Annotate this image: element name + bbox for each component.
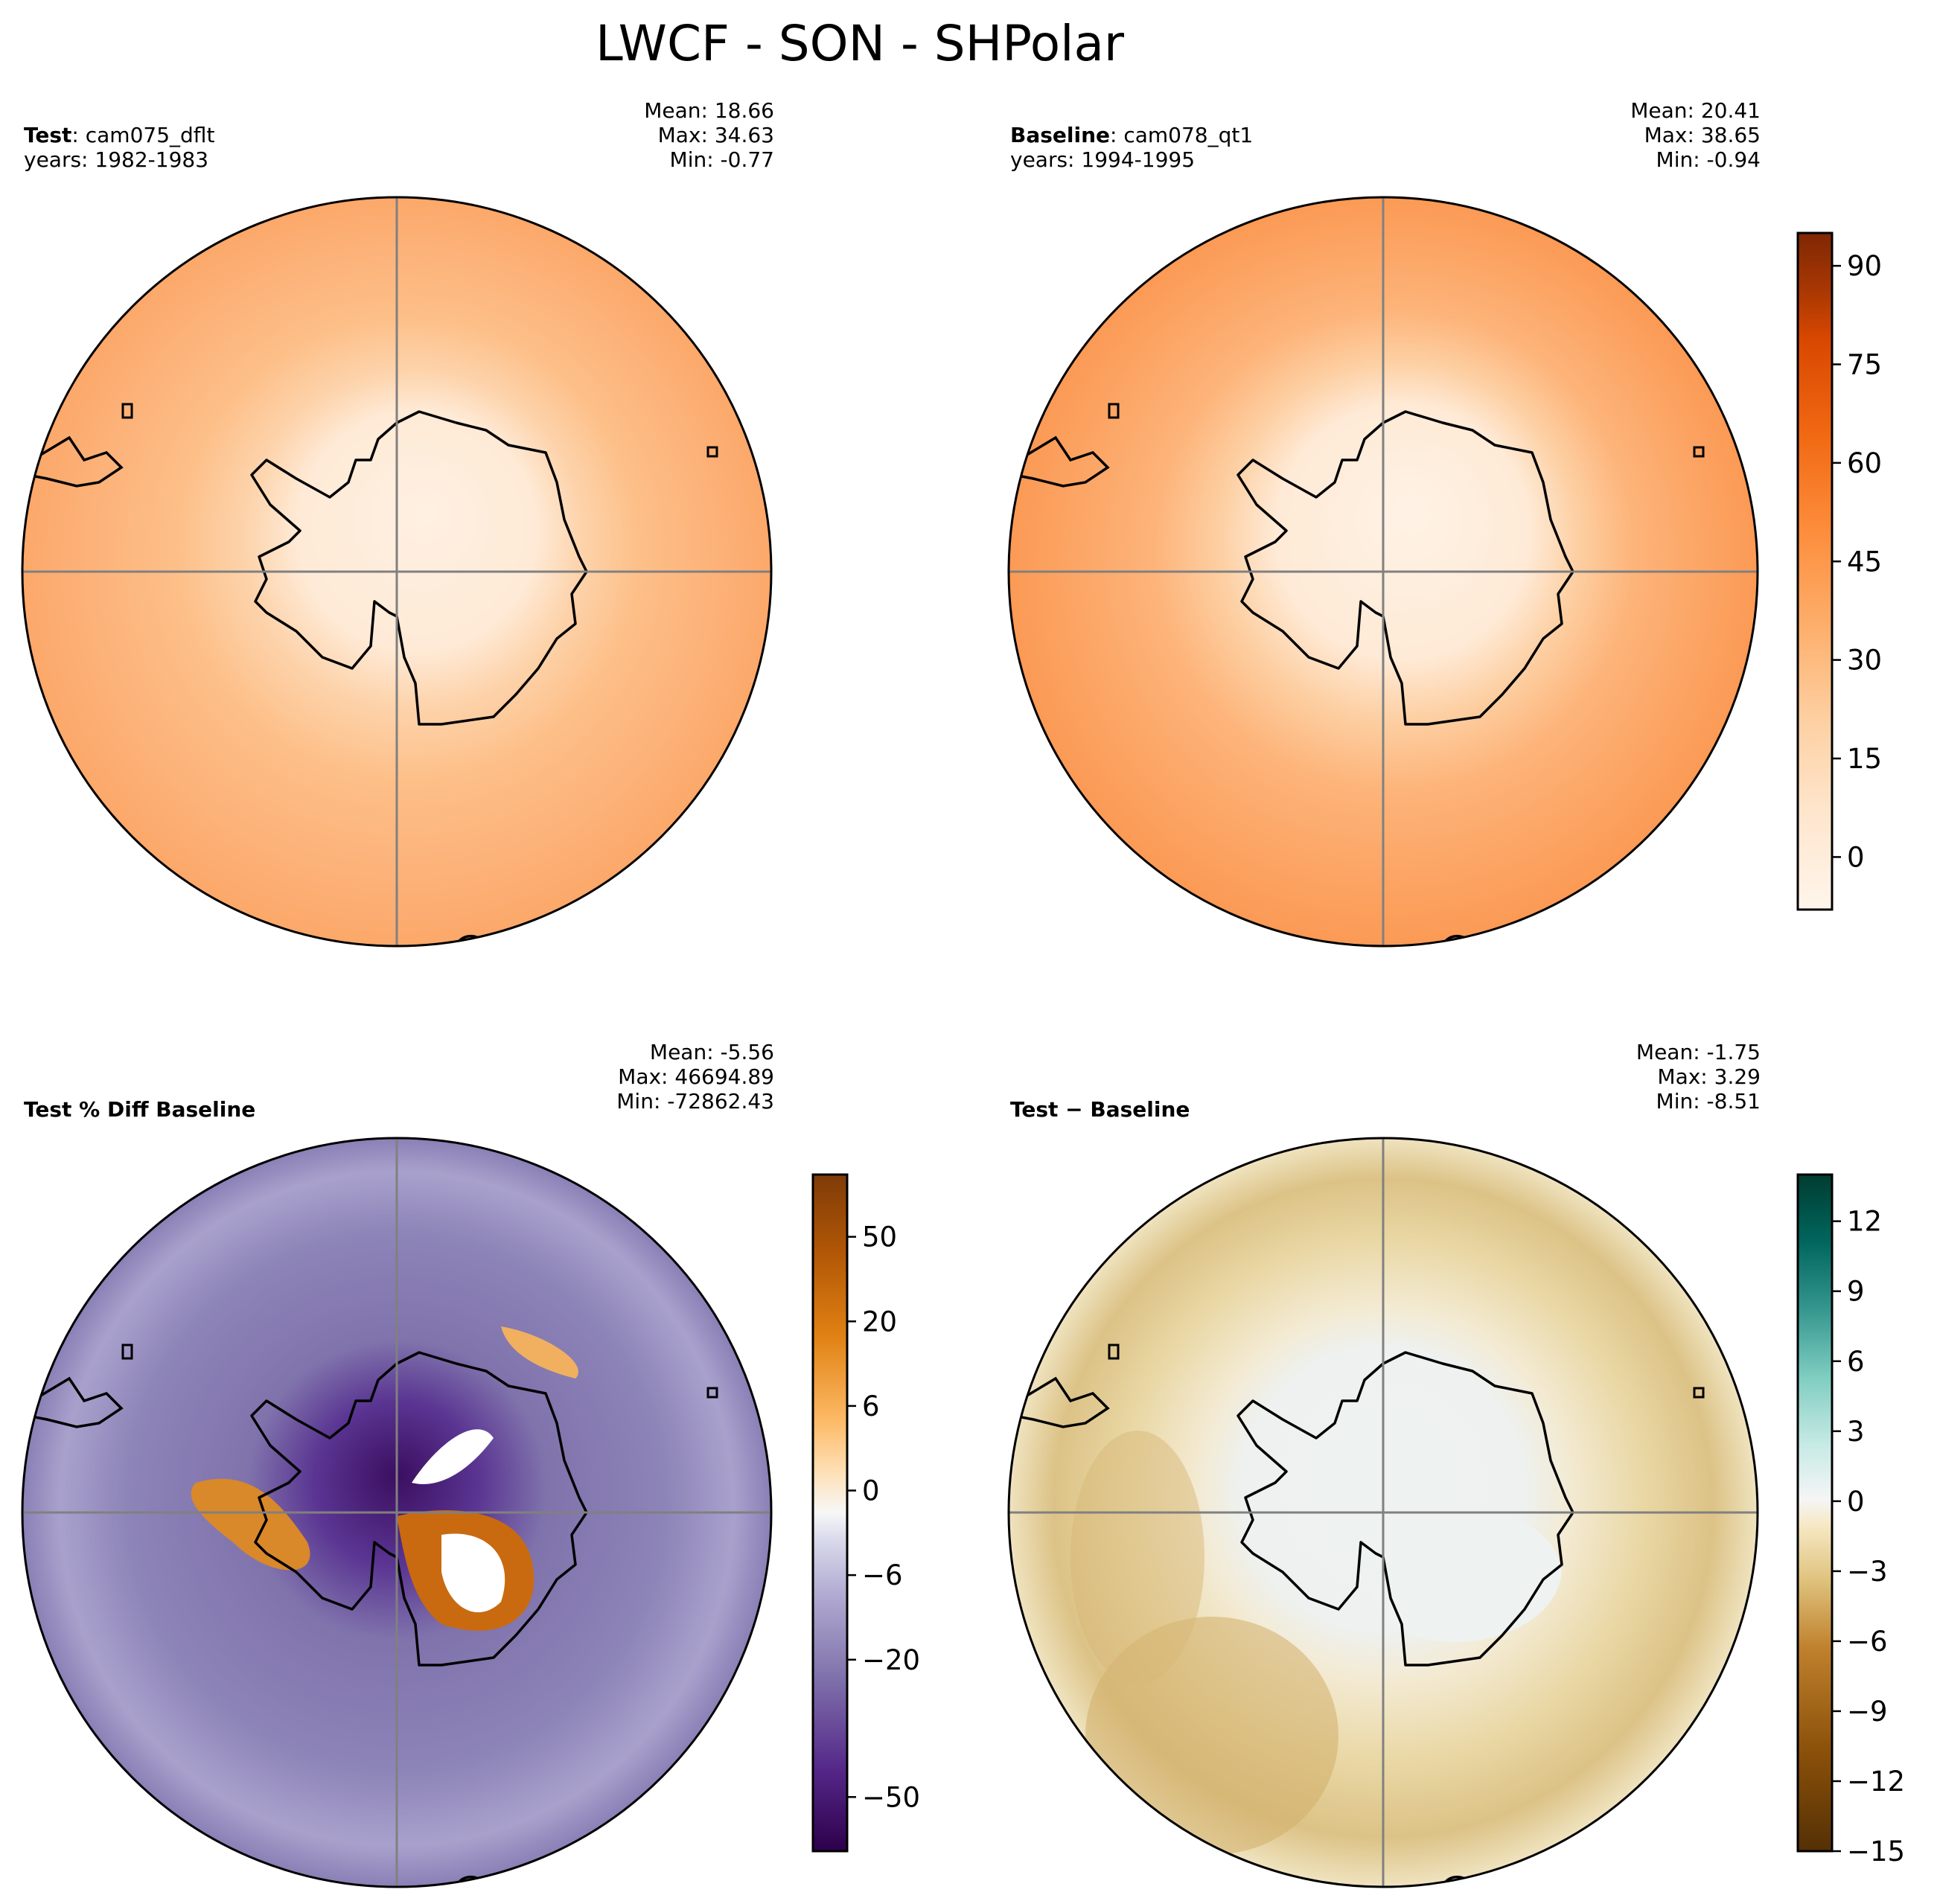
island-coastline [1693,446,1705,458]
antarctica-coastline [1236,410,1574,726]
colorbar-diff-tick-label: 0 [1847,1486,1865,1518]
colorbar-pctdiff-tick-label: 20 [862,1306,897,1338]
colorbar-oranges: 0 15 30 45 60 75 90 [1796,231,1882,911]
colorbar-diff: 12 9 6 3 0 −3 −6 −9 −12 −15 [1796,1173,1905,1868]
colorbar-diff-tick-label: 6 [1847,1346,1865,1378]
baseline-max: Max: 38.65 [1644,123,1761,147]
pctdiff-max: Max: 46694.89 [618,1064,774,1089]
diff-label-bold: Test − Baseline [1010,1097,1190,1122]
south-america-coastline [1013,1376,1110,1428]
pctdiff-panel-label: Test % Diff Baseline [24,1097,255,1122]
test-stats: Mean: 18.66 Max: 34.63 Min: -0.77 [644,98,774,172]
colorbar-oranges-bar [1796,231,1834,911]
pctdiff-positive-anomaly-3 [501,1326,578,1379]
colorbar-pctdiff-tick-label: −50 [862,1781,920,1813]
pctdiff-positive-anomaly-2 [191,1478,310,1571]
colorbar-diff-tick-label: −3 [1847,1556,1888,1588]
diff-min: Min: -8.51 [1656,1089,1761,1114]
antarctica-coastline [1236,1351,1574,1667]
pctdiff-masked-region [441,1533,505,1613]
colorbar-oranges-tick-label: 0 [1847,841,1865,873]
colorbar-pctdiff-tick-label: −6 [862,1559,903,1591]
test-max: Max: 34.63 [657,123,774,147]
colorbar-diff-tick-label: −9 [1847,1696,1888,1728]
test-mean: Mean: 18.66 [644,98,774,123]
test-label-bold: Test [24,123,72,147]
diff-max: Max: 3.29 [1657,1064,1761,1089]
colorbar-pctdiff-tick-label: 6 [862,1390,880,1422]
colorbar-pctdiff: 50 20 6 0 −6 −20 −50 [811,1173,920,1853]
test-label-case: : cam075_dflt [71,123,215,147]
test-years: years: 1982-1983 [24,147,209,172]
antarctica-coastline [250,410,588,726]
baseline-label-case: : cam078_qt1 [1110,123,1254,147]
pctdiff-stats: Mean: -5.56 Max: 46694.89 Min: -72862.43 [616,1040,774,1114]
diff-negative-anomaly-2 [1070,1431,1204,1684]
island-coastline-2 [121,403,133,419]
pctdiff-map-boundary [21,1137,773,1888]
diff-map-boundary [1007,1137,1759,1888]
colorbar-oranges-tick-label: 60 [1847,447,1882,479]
colorbar-oranges-tick-label: 45 [1847,546,1882,578]
south-america-coastline [27,435,124,488]
pctdiff-mean: Mean: -5.56 [649,1040,774,1064]
colorbar-pctdiff-tick-label: 0 [862,1475,880,1507]
colorbar-diff-bar [1796,1173,1834,1853]
colorbar-pctdiff-tick-label: 50 [862,1221,897,1253]
colorbar-diff-tick-label: −6 [1847,1626,1888,1658]
island-coastline [1693,1387,1705,1399]
colorbar-oranges-tick-label: 15 [1847,743,1882,775]
baseline-map-boundary [1007,196,1759,948]
diff-map [1007,1137,1759,1888]
colorbar-diff-tick-label: 3 [1847,1416,1865,1448]
baseline-min: Min: -0.94 [1656,147,1761,172]
pctdiff-map [21,1137,773,1888]
colorbar-diff-tick-label: −15 [1847,1836,1905,1868]
island-coastline-2 [121,1344,133,1360]
colorbar-diff-tick-label: −12 [1847,1766,1905,1798]
colorbar-pctdiff-tick-label: −20 [862,1644,920,1676]
pctdiff-masked-region-2 [412,1429,494,1484]
colorbar-pctdiff-bar [811,1173,849,1853]
antarctica-coastline [250,1351,588,1667]
baseline-years: years: 1994-1995 [1010,147,1196,172]
island-coastline-2 [1108,1344,1120,1360]
diff-near-zero-region [1361,1506,1562,1643]
baseline-map [1007,196,1759,948]
colorbar-oranges-tick-label: 30 [1847,645,1882,677]
colorbar-oranges-tick-label: 75 [1847,349,1882,381]
baseline-label-bold: Baseline [1010,123,1111,147]
diff-stats: Mean: -1.75 Max: 3.29 Min: -8.51 [1636,1040,1761,1114]
island-coastline [706,446,718,458]
island-coastline-2 [1108,403,1120,419]
diff-mean: Mean: -1.75 [1636,1040,1761,1064]
figure-title: LWCF - SON - SHPolar [595,15,1125,72]
pctdiff-min: Min: -72862.43 [616,1089,774,1114]
baseline-mean: Mean: 20.41 [1630,98,1761,123]
test-map [21,196,773,948]
colorbar-diff-tick-label: 9 [1847,1276,1865,1308]
baseline-stats: Mean: 20.41 Max: 38.65 Min: -0.94 [1630,98,1761,172]
baseline-panel-label: Baseline: cam078_qt1 years: 1994-1995 [1010,123,1253,172]
south-america-coastline [27,1376,124,1428]
pctdiff-label-bold: Test % Diff Baseline [24,1097,256,1122]
test-panel-label: Test: cam075_dflt years: 1982-1983 [24,123,214,172]
south-america-coastline [1013,435,1110,488]
colorbar-diff-tick-label: 12 [1847,1206,1882,1238]
diff-panel-label: Test − Baseline [1010,1097,1190,1122]
test-map-boundary [21,196,773,948]
colorbar-oranges-tick-label: 90 [1847,250,1882,282]
test-min: Min: -0.77 [669,147,774,172]
island-coastline [706,1387,718,1399]
